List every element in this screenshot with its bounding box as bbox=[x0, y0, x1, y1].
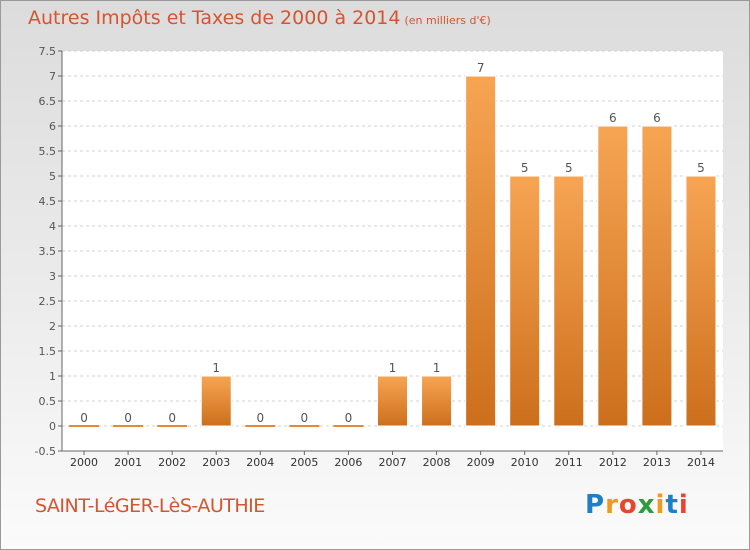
x-tick-label: 2005 bbox=[290, 456, 318, 469]
y-tick-label: 5 bbox=[49, 170, 56, 183]
y-tick-label: 3 bbox=[49, 270, 56, 283]
data-label: 1 bbox=[389, 361, 397, 375]
x-tick-label: 2001 bbox=[114, 456, 142, 469]
x-tick-label: 2002 bbox=[158, 456, 186, 469]
data-label: 0 bbox=[256, 411, 264, 425]
bar bbox=[377, 375, 408, 427]
y-tick-label: 0 bbox=[49, 420, 56, 433]
data-label: 5 bbox=[521, 161, 529, 175]
y-tick-label: 5.5 bbox=[39, 145, 57, 158]
x-tick-label: 2012 bbox=[599, 456, 627, 469]
bar bbox=[421, 375, 453, 427]
y-tick-label: 2 bbox=[49, 320, 56, 333]
chart-title: Autres Impôts et Taxes de 2000 à 2014 (en… bbox=[28, 7, 491, 29]
logo-letter: t bbox=[665, 490, 679, 520]
data-label: 7 bbox=[477, 61, 485, 75]
y-tick-label: 6.5 bbox=[39, 95, 57, 108]
y-tick-label: 4.5 bbox=[39, 195, 57, 208]
y-tick-label: 6 bbox=[49, 120, 56, 133]
y-tick-label: 3.5 bbox=[39, 245, 57, 258]
x-tick-label: 2011 bbox=[555, 456, 583, 469]
commune-name: SAINT-LéGER-LèS-AUTHIE bbox=[35, 495, 265, 517]
data-label: 0 bbox=[168, 411, 176, 425]
y-tick-label: 0.5 bbox=[39, 395, 57, 408]
logo-letter: o bbox=[618, 490, 638, 520]
data-label: 6 bbox=[609, 111, 617, 125]
chart-title-text: Autres Impôts et Taxes de 2000 à 2014 bbox=[28, 7, 401, 29]
data-label: 1 bbox=[212, 361, 220, 375]
bar bbox=[465, 75, 497, 427]
proxiti-logo: Proxiti bbox=[585, 490, 689, 520]
x-tick-label: 2007 bbox=[379, 456, 407, 469]
x-tick-label: 2008 bbox=[423, 456, 451, 469]
logo-letter: i bbox=[655, 490, 666, 520]
bar bbox=[200, 375, 232, 427]
x-tick-label: 2006 bbox=[334, 456, 362, 469]
y-tick-label: 7.5 bbox=[39, 45, 57, 58]
bar bbox=[685, 175, 717, 427]
x-tick-label: 2009 bbox=[467, 456, 495, 469]
data-label: 6 bbox=[653, 111, 661, 125]
y-tick-label: -0.5 bbox=[35, 445, 56, 458]
data-label: 0 bbox=[80, 411, 88, 425]
logo-letter: x bbox=[637, 490, 656, 520]
logo-letter: r bbox=[605, 490, 619, 520]
logo-letter: P bbox=[585, 490, 606, 520]
bar bbox=[597, 125, 629, 427]
data-label: 1 bbox=[433, 361, 441, 375]
x-tick-label: 2000 bbox=[70, 456, 98, 469]
bar bbox=[509, 175, 541, 427]
bar bbox=[553, 175, 585, 427]
y-tick-label: 7 bbox=[49, 70, 56, 83]
chart-unit: (en milliers d'€) bbox=[404, 14, 491, 27]
x-tick-label: 2004 bbox=[246, 456, 274, 469]
data-label: 0 bbox=[345, 411, 353, 425]
logo-letter: i bbox=[678, 490, 689, 520]
y-tick-label: 2.5 bbox=[39, 295, 57, 308]
data-label: 5 bbox=[697, 161, 705, 175]
x-tick-label: 2010 bbox=[511, 456, 539, 469]
y-tick-label: 4 bbox=[49, 220, 56, 233]
y-tick-label: 1.5 bbox=[39, 345, 57, 358]
data-label: 0 bbox=[124, 411, 132, 425]
y-tick-label: 1 bbox=[49, 370, 56, 383]
x-tick-label: 2013 bbox=[643, 456, 671, 469]
bar bbox=[641, 125, 673, 427]
x-tick-label: 2003 bbox=[202, 456, 230, 469]
x-tick-label: 2014 bbox=[687, 456, 715, 469]
data-label: 0 bbox=[301, 411, 309, 425]
data-label: 5 bbox=[565, 161, 573, 175]
